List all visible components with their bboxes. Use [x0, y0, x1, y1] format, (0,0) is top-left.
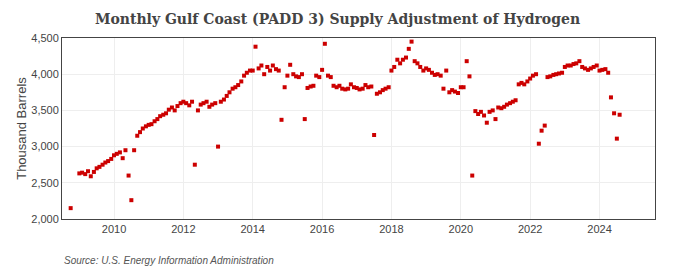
svg-text:3,000: 3,000 [31, 140, 59, 152]
svg-text:3,500: 3,500 [31, 104, 59, 116]
svg-text:2024: 2024 [587, 223, 611, 235]
svg-text:2,000: 2,000 [31, 213, 59, 225]
svg-text:Thousand Barrels: Thousand Barrels [14, 77, 29, 180]
svg-text:2,500: 2,500 [31, 177, 59, 189]
svg-text:2016: 2016 [310, 223, 334, 235]
svg-text:2018: 2018 [379, 223, 403, 235]
svg-text:4,500: 4,500 [31, 32, 59, 44]
svg-text:2022: 2022 [518, 223, 542, 235]
svg-text:2012: 2012 [171, 223, 195, 235]
svg-text:2020: 2020 [449, 223, 473, 235]
svg-text:2014: 2014 [240, 223, 264, 235]
svg-text:4,000: 4,000 [31, 68, 59, 80]
svg-text:Source: U.S. Energy Informatio: Source: U.S. Energy Information Administ… [64, 255, 274, 266]
svg-text:Monthly Gulf Coast (PADD 3) Su: Monthly Gulf Coast (PADD 3) Supply Adjus… [95, 11, 580, 27]
svg-text:2010: 2010 [102, 223, 126, 235]
